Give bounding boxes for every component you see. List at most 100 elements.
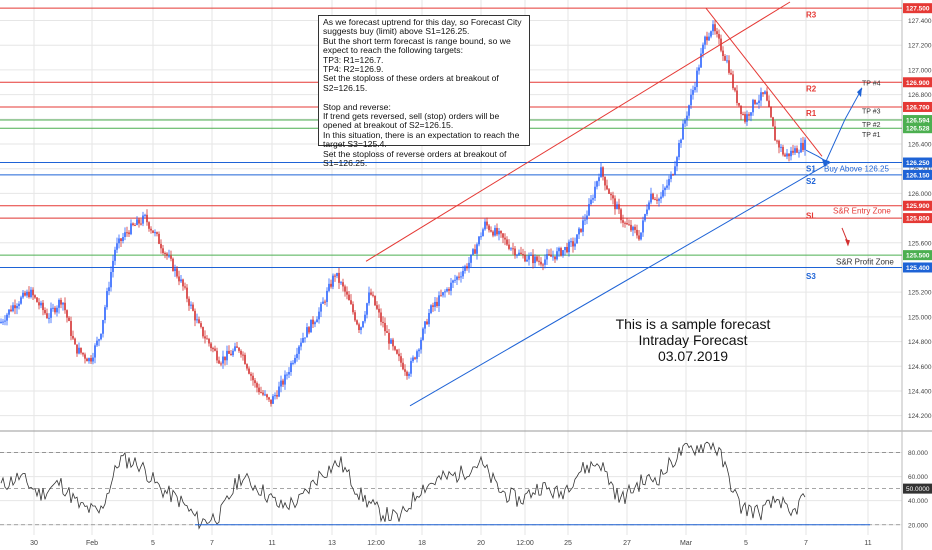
candle-body [458,276,460,278]
candle-body [528,255,530,260]
candle-body [76,344,78,354]
candle-body [534,256,536,264]
candle-body [354,312,356,321]
candle-body [502,233,504,238]
candle-body [428,313,430,325]
rsi-value-tag-label: 50.0000 [906,486,930,493]
candle-body [524,254,526,262]
time-tick-label: Feb [86,540,98,547]
time-tick-label: 13 [328,540,336,547]
candle-body [116,243,118,250]
rsi-tick-label: 20.000 [908,522,928,529]
candle-body [64,302,66,311]
candle-body [326,290,328,303]
channel-top-line [365,1,791,262]
candle-body [376,305,378,309]
tp1-annotation: TP #1 [862,132,881,139]
candle-body [622,220,624,223]
candle-body [66,310,68,318]
candle-body [620,209,622,221]
candle-body [800,142,802,153]
candle-body [316,319,318,323]
candle-body [50,308,52,318]
candle-body [102,320,104,334]
candle-body [82,352,84,355]
candle-body [474,249,476,254]
price-tag-label: 126.250 [906,160,930,167]
candle-body [414,357,416,359]
candle-body [686,115,688,121]
price-tag-bg [903,115,932,126]
time-tick-label: 30 [30,540,38,547]
candle-body [240,350,242,355]
candle-body [604,176,606,186]
price-tick-label: 124.800 [908,339,932,346]
candle-body [2,321,4,323]
price-tick-label: 125.600 [908,240,932,247]
candle-body [166,253,168,256]
candle-body [592,198,594,200]
candle-body [268,397,270,400]
candle-body [306,327,308,338]
candle-body [476,244,478,254]
projection-arrowhead [822,158,830,167]
candle-body [314,322,316,325]
candle-body [644,214,646,221]
candle-body [754,99,756,104]
candle-body [762,92,764,94]
candle-body [536,256,538,261]
candle-body [796,148,798,153]
candle-body [514,248,516,256]
candle-body [768,100,770,108]
time-tick-label: 12:00 [516,540,534,547]
candle-body [558,248,560,252]
candle-body [98,339,100,341]
candle-body [488,225,490,231]
candle-body [88,358,90,362]
stamp-line-2: Intraday Forecast [638,332,748,348]
candle-body [378,308,380,313]
candle-body [722,50,724,57]
candle-body [572,241,574,247]
candle-body [566,247,568,253]
candle-body [132,223,134,226]
candle-body [90,358,92,362]
buy-above-annotation: Buy Above 126.25 [824,165,889,174]
candle-body [230,353,232,356]
price-tag-label: 126.528 [906,126,930,133]
candle-body [772,117,774,127]
candle-body [714,24,716,32]
price-tick-label: 126.000 [908,191,932,198]
candle-body [110,272,112,288]
candle-body [532,254,534,264]
candle-body [156,232,158,234]
candle-body [400,356,402,363]
candle-body [210,343,212,349]
candle-body [150,228,152,231]
descending-resistance-line [705,7,823,157]
candle-body [190,304,192,306]
rsi-line [0,441,806,530]
candle-body [452,280,454,283]
candle-body [204,336,206,339]
candle-body [482,229,484,237]
candle-body [68,317,70,322]
candle-body [202,326,204,337]
candle-body [374,295,376,306]
candle-body [752,99,754,113]
candle-body [486,221,488,226]
candle-body [226,350,228,361]
candle-body [782,146,784,155]
candle-body [788,153,790,157]
candle-body [70,321,72,336]
candle-body [94,345,96,358]
candle-body [170,255,172,259]
candle-body [582,220,584,232]
candle-body [690,94,692,106]
candle-body [422,328,424,340]
time-tick-label: 5 [151,540,155,547]
time-tick-label: 11 [864,540,871,547]
candle-body [42,302,44,311]
candle-body [520,252,522,255]
candle-body [738,102,740,106]
